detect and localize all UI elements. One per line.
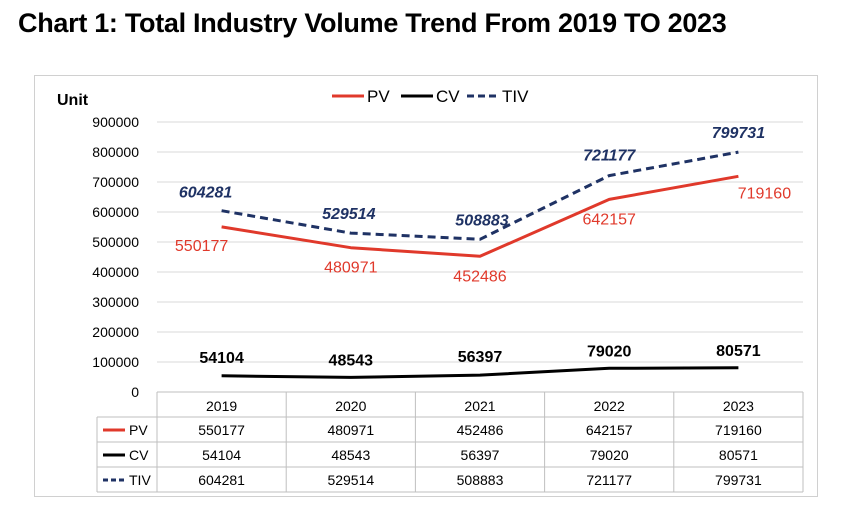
data-labels: 550177 480971 452486 642157 719160 54104 48543… xyxy=(175,125,791,369)
y-tick-label: 100000 xyxy=(92,354,139,370)
chart-panel: 900000 800000 700000 600000 500000 400000 3000… xyxy=(34,75,818,497)
table-cell: 54104 xyxy=(202,447,241,463)
table-cell: 508883 xyxy=(457,472,504,488)
y-tick-label: 600000 xyxy=(92,204,139,220)
y-axis-ticks: 900000 800000 700000 600000 500000 400000 3000… xyxy=(92,114,139,400)
legend-label-cv: CV xyxy=(436,87,460,106)
x-tick-label: 2019 xyxy=(206,398,237,414)
data-label-tiv: 721177 xyxy=(583,148,636,165)
data-label-cv: 80571 xyxy=(716,343,761,360)
table-cell: 550177 xyxy=(198,422,245,438)
data-label-cv: 48543 xyxy=(329,352,374,369)
y-tick-label: 200000 xyxy=(92,324,139,340)
data-label-pv: 452486 xyxy=(453,268,506,285)
legend-label-pv: PV xyxy=(367,87,390,106)
legend: PV CV TIV xyxy=(332,87,529,106)
table-cell: 80571 xyxy=(719,447,758,463)
y-tick-label: 800000 xyxy=(92,144,139,160)
line-chart: 900000 800000 700000 600000 500000 400000 3000… xyxy=(57,87,804,493)
legend-label-tiv: TIV xyxy=(502,87,529,106)
page-title: Chart 1: Total Industry Volume Trend Fro… xyxy=(18,8,727,38)
table-cell: 719160 xyxy=(715,422,762,438)
data-label-cv: 79020 xyxy=(587,343,632,360)
x-tick-label: 2023 xyxy=(723,398,754,414)
data-label-pv: 719160 xyxy=(738,185,791,202)
data-label-pv: 480971 xyxy=(324,260,377,277)
data-label-tiv: 508883 xyxy=(455,212,508,229)
table-cell: 642157 xyxy=(586,422,633,438)
x-tick-label: 2020 xyxy=(335,398,366,414)
table-row-label-pv: PV xyxy=(129,422,148,438)
y-tick-label: 0 xyxy=(131,384,139,400)
series-lines xyxy=(221,150,739,379)
y-tick-label: 900000 xyxy=(92,114,139,130)
table-cell: 529514 xyxy=(327,472,374,488)
y-tick-label: 700000 xyxy=(92,174,139,190)
table-cell: 48543 xyxy=(331,447,370,463)
y-axis-label: Unit xyxy=(57,92,89,109)
table-cell: 799731 xyxy=(715,472,762,488)
data-label-cv: 56397 xyxy=(458,349,503,366)
x-tick-label: 2022 xyxy=(594,398,625,414)
y-tick-label: 500000 xyxy=(92,234,139,250)
x-tick-label: 2021 xyxy=(464,398,495,414)
table-cell: 480971 xyxy=(327,422,374,438)
table-row-label-cv: CV xyxy=(129,447,149,463)
data-table: 2019 2020 2021 2022 2023 PV 550177 480971 452486… xyxy=(96,391,804,493)
table-row-label-tiv: TIV xyxy=(129,472,151,488)
table-cell: 721177 xyxy=(586,472,632,488)
data-label-pv: 642157 xyxy=(583,211,636,228)
data-label-tiv: 799731 xyxy=(712,125,765,142)
y-tick-label: 400000 xyxy=(92,264,139,280)
data-label-cv: 54104 xyxy=(199,350,244,367)
table-cell: 452486 xyxy=(457,422,504,438)
series-line-cv xyxy=(221,366,739,379)
table-cell: 604281 xyxy=(198,472,245,488)
data-label-tiv: 604281 xyxy=(179,185,232,202)
y-tick-label: 300000 xyxy=(92,294,139,310)
data-label-pv: 550177 xyxy=(175,238,228,255)
table-cell: 79020 xyxy=(590,447,629,463)
data-label-tiv: 529514 xyxy=(322,206,375,223)
table-cell: 56397 xyxy=(461,447,500,463)
